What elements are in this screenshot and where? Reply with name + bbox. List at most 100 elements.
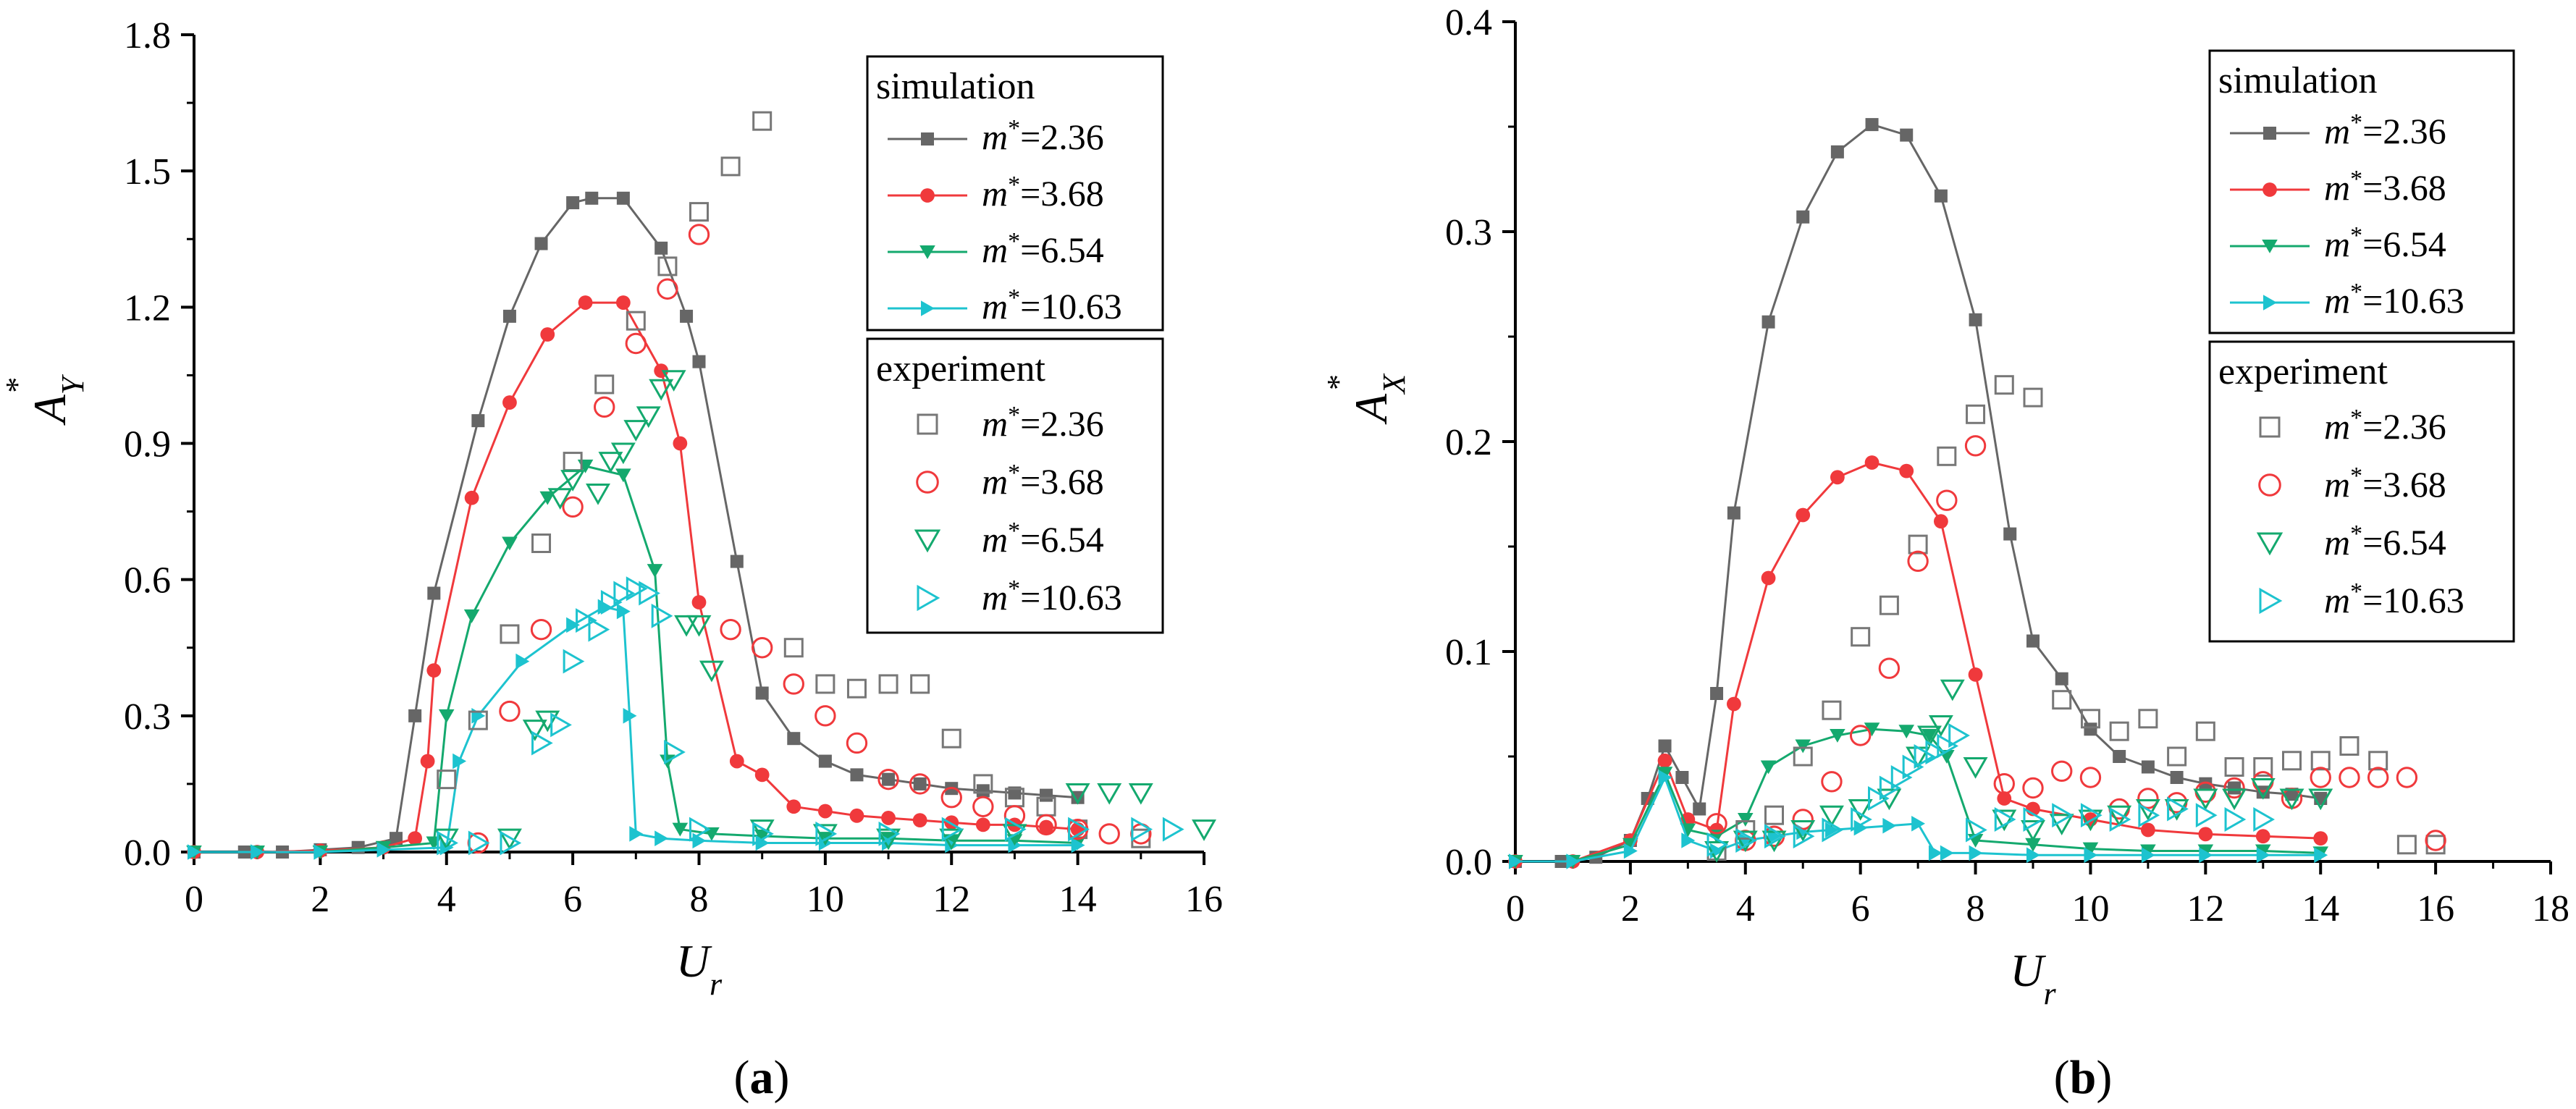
data-point: [1865, 118, 1879, 132]
data-point: [941, 817, 964, 842]
data-point: [2051, 760, 2073, 783]
data-point: [623, 420, 649, 442]
data-point: [1192, 819, 1216, 841]
data-point: [1969, 313, 1982, 326]
data-point: [1864, 722, 1880, 737]
data-point: [1706, 832, 1729, 857]
x-tick-label: 2: [311, 879, 329, 920]
x-tick-label: 14: [2302, 888, 2339, 929]
data-point: [1131, 817, 1153, 842]
data-point: [1002, 824, 1027, 846]
data-point: [1509, 853, 1523, 869]
x-axis-title: Ur: [2010, 945, 2056, 1011]
data-point: [2396, 835, 2417, 855]
data-point: [1822, 817, 1844, 843]
data-point: [2195, 803, 2218, 828]
data-point: [1727, 506, 1741, 520]
legend-label: m*=3.68: [2324, 463, 2446, 505]
y-tick-label: 0.4: [1445, 2, 1492, 43]
data-point: [625, 332, 647, 355]
data-point: [752, 111, 773, 131]
data-point: [877, 768, 899, 790]
data-point: [2368, 751, 2388, 771]
data-point: [1821, 771, 1843, 793]
data-point: [1796, 210, 1810, 224]
legend-label: m*=2.36: [2324, 405, 2446, 447]
data-point: [613, 581, 636, 606]
data-point: [588, 617, 610, 642]
data-point: [1940, 845, 1954, 861]
data-point: [1830, 145, 1844, 159]
data-point: [1128, 783, 1153, 805]
data-point: [878, 674, 898, 694]
data-point: [1925, 740, 1948, 765]
legend-simulation-title: simulation: [2218, 60, 2378, 101]
data-point: [2055, 672, 2068, 686]
data-point: [730, 554, 744, 568]
data-point: [1914, 744, 1936, 769]
data-point: [755, 835, 770, 851]
data-point: [2256, 847, 2270, 864]
data-point: [674, 615, 699, 637]
data-point: [438, 709, 455, 723]
data-point: [1658, 739, 1672, 753]
legend-label: m*=10.63: [982, 284, 1122, 327]
data-point: [1071, 790, 1085, 804]
data-point: [649, 379, 674, 401]
legend-experiment-box: [866, 337, 1164, 634]
data-point: [783, 673, 804, 695]
data-point: [1761, 315, 1775, 329]
legend: simulation m*=2.36 m*=3.68 m*=6.54 m*=10.63 e…: [2208, 49, 2515, 643]
data-point: [2080, 803, 2103, 828]
panel-label: (a): [734, 1051, 790, 1104]
legend-label: m*=10.63: [2324, 279, 2465, 321]
y-tick-label: 1.5: [124, 151, 171, 193]
data-point: [1792, 809, 1814, 830]
y-tick-label: 1.8: [124, 15, 171, 56]
data-point: [654, 241, 668, 255]
x-tick-label: 14: [1059, 879, 1097, 920]
data-point: [1737, 813, 1754, 827]
data-point: [562, 496, 584, 518]
data-point: [464, 490, 479, 505]
data-point: [563, 649, 585, 674]
data-point: [751, 637, 773, 659]
legend-marker: [2256, 532, 2284, 556]
data-point: [1966, 404, 1986, 424]
data-point: [500, 830, 522, 856]
series-experiment-2: [1704, 679, 2333, 863]
legend-label: m*=6.54: [982, 518, 1104, 560]
y-tick-label: 1.2: [124, 287, 171, 329]
data-point: [1098, 823, 1120, 845]
data-point: [2250, 778, 2276, 800]
x-tick-label: 12: [933, 879, 970, 920]
data-point: [1761, 570, 1776, 586]
legend-experiment-title: experiment: [876, 348, 1045, 389]
y-tick-label: 0.0: [1445, 842, 1492, 883]
data-point: [699, 660, 724, 683]
data-point: [1760, 760, 1777, 775]
data-point: [566, 196, 580, 210]
data-point: [626, 311, 646, 331]
data-point: [2285, 788, 2299, 801]
data-point: [600, 590, 623, 615]
data-point: [535, 710, 560, 733]
legend-marker: [2259, 416, 2281, 438]
data-point: [1764, 805, 1784, 825]
data-point: [688, 224, 710, 245]
data-point: [1071, 837, 1085, 853]
data-point: [468, 710, 488, 730]
series-experiment-3: [437, 576, 1184, 856]
data-point: [1917, 725, 1942, 748]
data-point: [1868, 786, 1890, 811]
data-point: [1937, 733, 1959, 759]
data-point: [1824, 822, 1839, 838]
data-point: [550, 712, 572, 738]
data-point: [973, 774, 993, 794]
legend-label: m*=3.68: [982, 172, 1104, 214]
legend-label: m*=10.63: [2324, 578, 2465, 621]
data-point: [468, 830, 490, 856]
data-point: [426, 663, 442, 678]
data-point: [1790, 820, 1816, 842]
